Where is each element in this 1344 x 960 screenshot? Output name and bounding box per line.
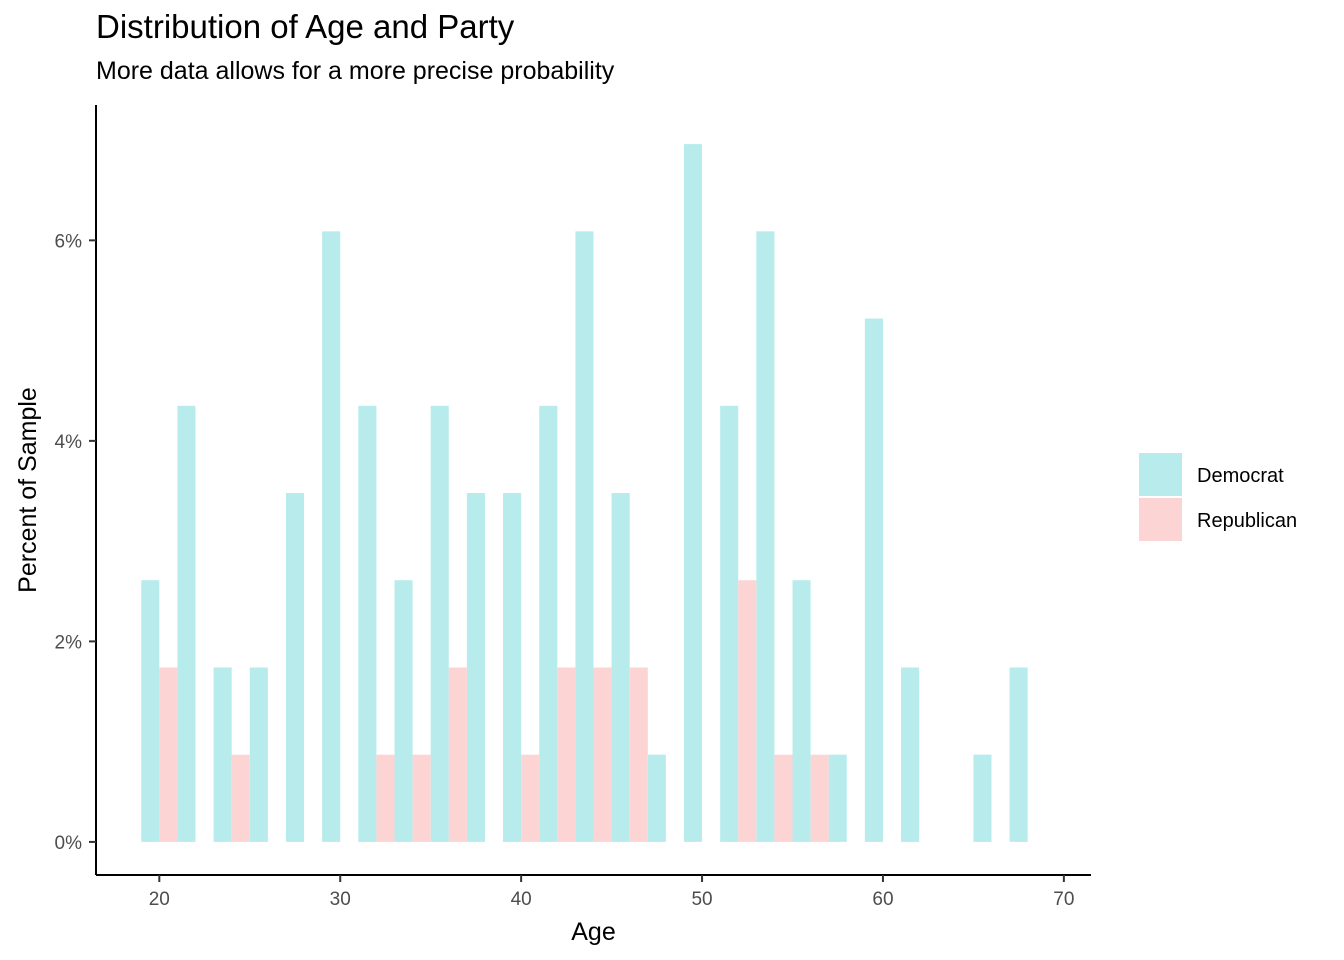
x-tick-label-30: 30	[330, 889, 351, 910]
y-tick-label-4: 4%	[55, 432, 83, 453]
bar-democrat-40	[503, 493, 522, 842]
x-tick-label-20: 20	[149, 889, 170, 910]
bar-democrat-50	[683, 144, 703, 842]
bar-democrat-38	[466, 493, 485, 842]
bar-democrat-42	[539, 405, 558, 842]
bar-democrat-46	[611, 493, 630, 842]
x-axis-title: Age	[571, 918, 615, 946]
axes-layer: 20 30 40 50 60 70 0% 2% 4% 6% Age Percent of Sample	[14, 105, 1091, 946]
legend-key-democrat	[1139, 453, 1182, 496]
bar-republican-32	[376, 754, 395, 842]
y-tick-label-6: 6%	[55, 231, 83, 252]
bar-republican-36	[448, 667, 467, 842]
x-tick-label-40: 40	[511, 889, 532, 910]
legend: Democrat Republican	[1139, 453, 1297, 541]
bar-democrat-34	[394, 580, 413, 842]
bar-democrat-30	[322, 231, 341, 842]
bar-republican-46	[629, 667, 648, 842]
x-tick-label-60: 60	[872, 889, 893, 910]
bar-democrat-36	[430, 405, 449, 842]
x-tick-label-70: 70	[1053, 889, 1074, 910]
bar-democrat-56	[792, 580, 811, 842]
legend-label-republican: Republican	[1197, 510, 1297, 532]
bar-democrat-20	[141, 580, 160, 842]
y-tick-label-0: 0%	[55, 833, 83, 854]
bar-republican-24	[231, 754, 250, 842]
bar-republican-56	[810, 754, 829, 842]
bar-republican-52	[738, 580, 757, 842]
bar-democrat-48	[647, 754, 666, 842]
bar-democrat-54	[756, 231, 775, 842]
chart-subtitle: More data allows for a more precise prob…	[96, 57, 615, 85]
legend-key-republican	[1139, 498, 1182, 541]
bar-democrat-22	[177, 405, 196, 842]
bar-republican-34	[412, 754, 431, 842]
bar-democrat-58	[828, 754, 847, 842]
bar-democrat-60	[864, 318, 883, 842]
bar-democrat-44	[575, 231, 594, 842]
bar-republican-40	[521, 754, 540, 842]
bar-democrat-24	[213, 667, 232, 842]
bar-democrat-66	[973, 754, 992, 842]
y-axis-title: Percent of Sample	[14, 387, 42, 593]
bars-layer	[141, 144, 1028, 842]
chart-title: Distribution of Age and Party	[96, 8, 515, 45]
bar-republican-54	[774, 754, 793, 842]
bar-democrat-52	[720, 405, 739, 842]
legend-label-democrat: Democrat	[1197, 465, 1284, 487]
bar-democrat-26	[249, 667, 268, 842]
bar-democrat-28	[285, 493, 305, 842]
bar-democrat-62	[901, 667, 920, 842]
bar-republican-44	[593, 667, 612, 842]
bar-republican-20	[159, 667, 178, 842]
bar-republican-42	[557, 667, 576, 842]
y-tick-label-2: 2%	[55, 632, 83, 653]
x-tick-label-50: 50	[691, 889, 712, 910]
bar-democrat-32	[358, 405, 377, 842]
bar-democrat-68	[1009, 667, 1028, 842]
